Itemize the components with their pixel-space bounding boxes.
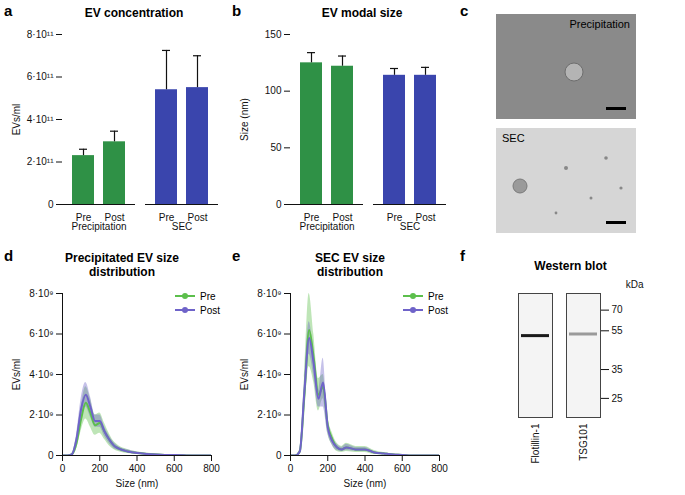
svg-text:Precipitation: Precipitation (569, 18, 630, 30)
svg-text:Size (nm): Size (nm) (116, 478, 159, 489)
svg-text:SEC: SEC (400, 221, 421, 232)
svg-text:Post: Post (332, 211, 353, 223)
svg-text:4·10⁹: 4·10⁹ (257, 369, 281, 380)
svg-text:0: 0 (288, 463, 294, 474)
html-text:Post: Post (200, 304, 220, 316)
svg-text:Size (nm): Size (nm) (239, 98, 250, 141)
html-text:Post: Post (428, 304, 448, 316)
svg-text:2·10⁹: 2·10⁹ (257, 409, 281, 420)
html-text:Pre: Pre (428, 290, 444, 302)
svg-text:150: 150 (265, 29, 282, 40)
html-text:d: d (4, 247, 14, 264)
svg-text:Pre: Pre (303, 211, 320, 223)
svg-text:600: 600 (166, 463, 183, 474)
svg-text:TSG101: TSG101 (577, 423, 588, 461)
svg-text:Pre: Pre (386, 211, 403, 223)
svg-text:6·10⁹: 6·10⁹ (29, 328, 53, 339)
svg-text:0: 0 (276, 199, 282, 210)
svg-text:Pre: Pre (75, 211, 92, 223)
svg-text:EVs/ml: EVs/ml (11, 359, 22, 391)
svg-text:SEC: SEC (502, 132, 525, 144)
svg-text:6·10⁹: 6·10⁹ (257, 328, 281, 339)
svg-text:4·10¹¹: 4·10¹¹ (27, 114, 54, 125)
svg-text:0: 0 (276, 450, 282, 461)
svg-text:100: 100 (265, 85, 282, 96)
svg-text:EVs/ml: EVs/ml (11, 104, 22, 136)
svg-text:400: 400 (129, 463, 146, 474)
svg-text:Size (nm): Size (nm) (344, 478, 387, 489)
svg-text:8·10⁹: 8·10⁹ (257, 288, 281, 299)
svg-text:50: 50 (270, 142, 282, 153)
svg-text:2·10¹¹: 2·10¹¹ (27, 156, 54, 167)
svg-text:200: 200 (91, 463, 108, 474)
svg-text:400: 400 (357, 463, 374, 474)
html-text:EV concentration: EV concentration (84, 6, 184, 20)
svg-text:Post: Post (187, 211, 208, 223)
svg-text:kDa: kDa (625, 279, 643, 290)
svg-text:8·10¹¹: 8·10¹¹ (27, 29, 54, 40)
html-text:b: b (232, 2, 242, 19)
svg-text:55: 55 (611, 325, 623, 336)
svg-text:0: 0 (60, 463, 66, 474)
html-text:SEC EV size distribution: SEC EV size distribution (315, 251, 385, 279)
svg-text:35: 35 (611, 364, 623, 375)
svg-text:Precipitation: Precipitation (71, 221, 126, 232)
svg-text:Post: Post (104, 211, 125, 223)
svg-text:800: 800 (203, 463, 220, 474)
svg-text:25: 25 (611, 393, 623, 404)
svg-text:Flotillin-1: Flotillin-1 (529, 423, 540, 463)
svg-text:Post: Post (415, 211, 436, 223)
svg-text:EVs/ml: EVs/ml (239, 359, 250, 391)
svg-text:2·10⁹: 2·10⁹ (29, 409, 53, 420)
svg-text:800: 800 (431, 463, 448, 474)
html-text:Precipitated EV size distribut: Precipitated EV size distribution (65, 251, 179, 279)
html-text:a: a (4, 2, 13, 19)
html-text:f: f (460, 247, 465, 264)
svg-text:6·10¹¹: 6·10¹¹ (27, 71, 54, 82)
svg-text:200: 200 (319, 463, 336, 474)
svg-text:SEC: SEC (172, 221, 193, 232)
html-text:Western blot: Western blot (534, 259, 607, 273)
svg-text:4·10⁹: 4·10⁹ (29, 369, 53, 380)
svg-text:70: 70 (611, 304, 623, 315)
svg-text:Precipitation: Precipitation (299, 221, 354, 232)
html-text:c: c (460, 2, 469, 19)
svg-text:0: 0 (48, 450, 54, 461)
svg-text:Pre: Pre (158, 211, 175, 223)
html-text:e: e (232, 247, 241, 264)
html-text:EV modal size: EV modal size (321, 6, 403, 20)
svg-text:600: 600 (394, 463, 411, 474)
html-text:Pre: Pre (200, 290, 216, 302)
svg-text:0: 0 (48, 199, 54, 210)
svg-text:8·10⁹: 8·10⁹ (29, 288, 53, 299)
